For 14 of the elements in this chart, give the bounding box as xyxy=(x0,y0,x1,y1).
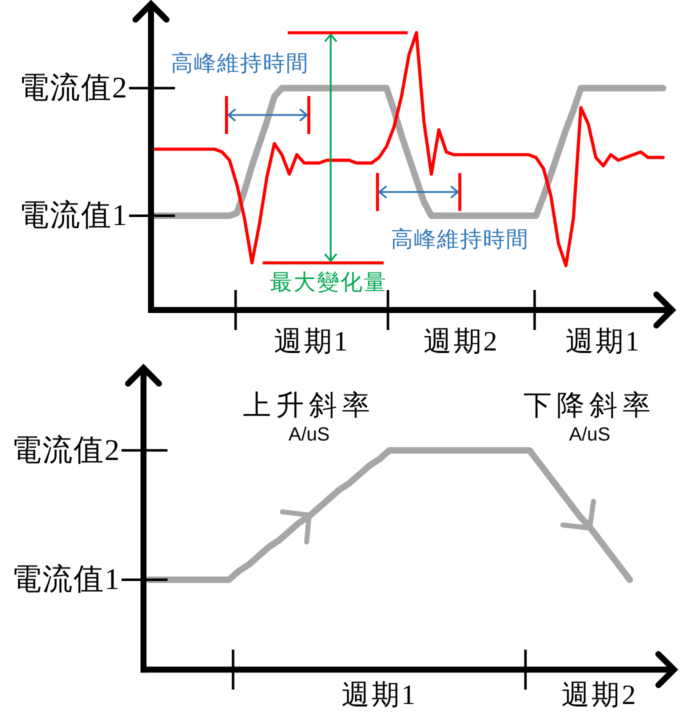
x-tick-label: 週期2 xyxy=(562,680,638,712)
text: 下降斜率 A/uS xyxy=(524,390,656,446)
annotation: 高峰維持時間 xyxy=(170,50,309,76)
text: 電流值2 xyxy=(19,72,128,105)
x-tick-label: 週期1 xyxy=(341,680,418,712)
x-tick-label: 週期2 xyxy=(423,326,500,358)
x-tick-label: 週期1 xyxy=(565,326,642,358)
text: 電流值1 xyxy=(19,199,128,232)
text: 電流值2 xyxy=(12,434,120,467)
annotation: 高峰維持時間 xyxy=(390,226,529,252)
text: 電流值1 xyxy=(12,563,120,596)
text: 上升斜率 A/uS xyxy=(243,390,376,446)
annotation: 最大變化量 xyxy=(270,269,388,294)
x-tick-label: 週期1 xyxy=(274,326,350,358)
